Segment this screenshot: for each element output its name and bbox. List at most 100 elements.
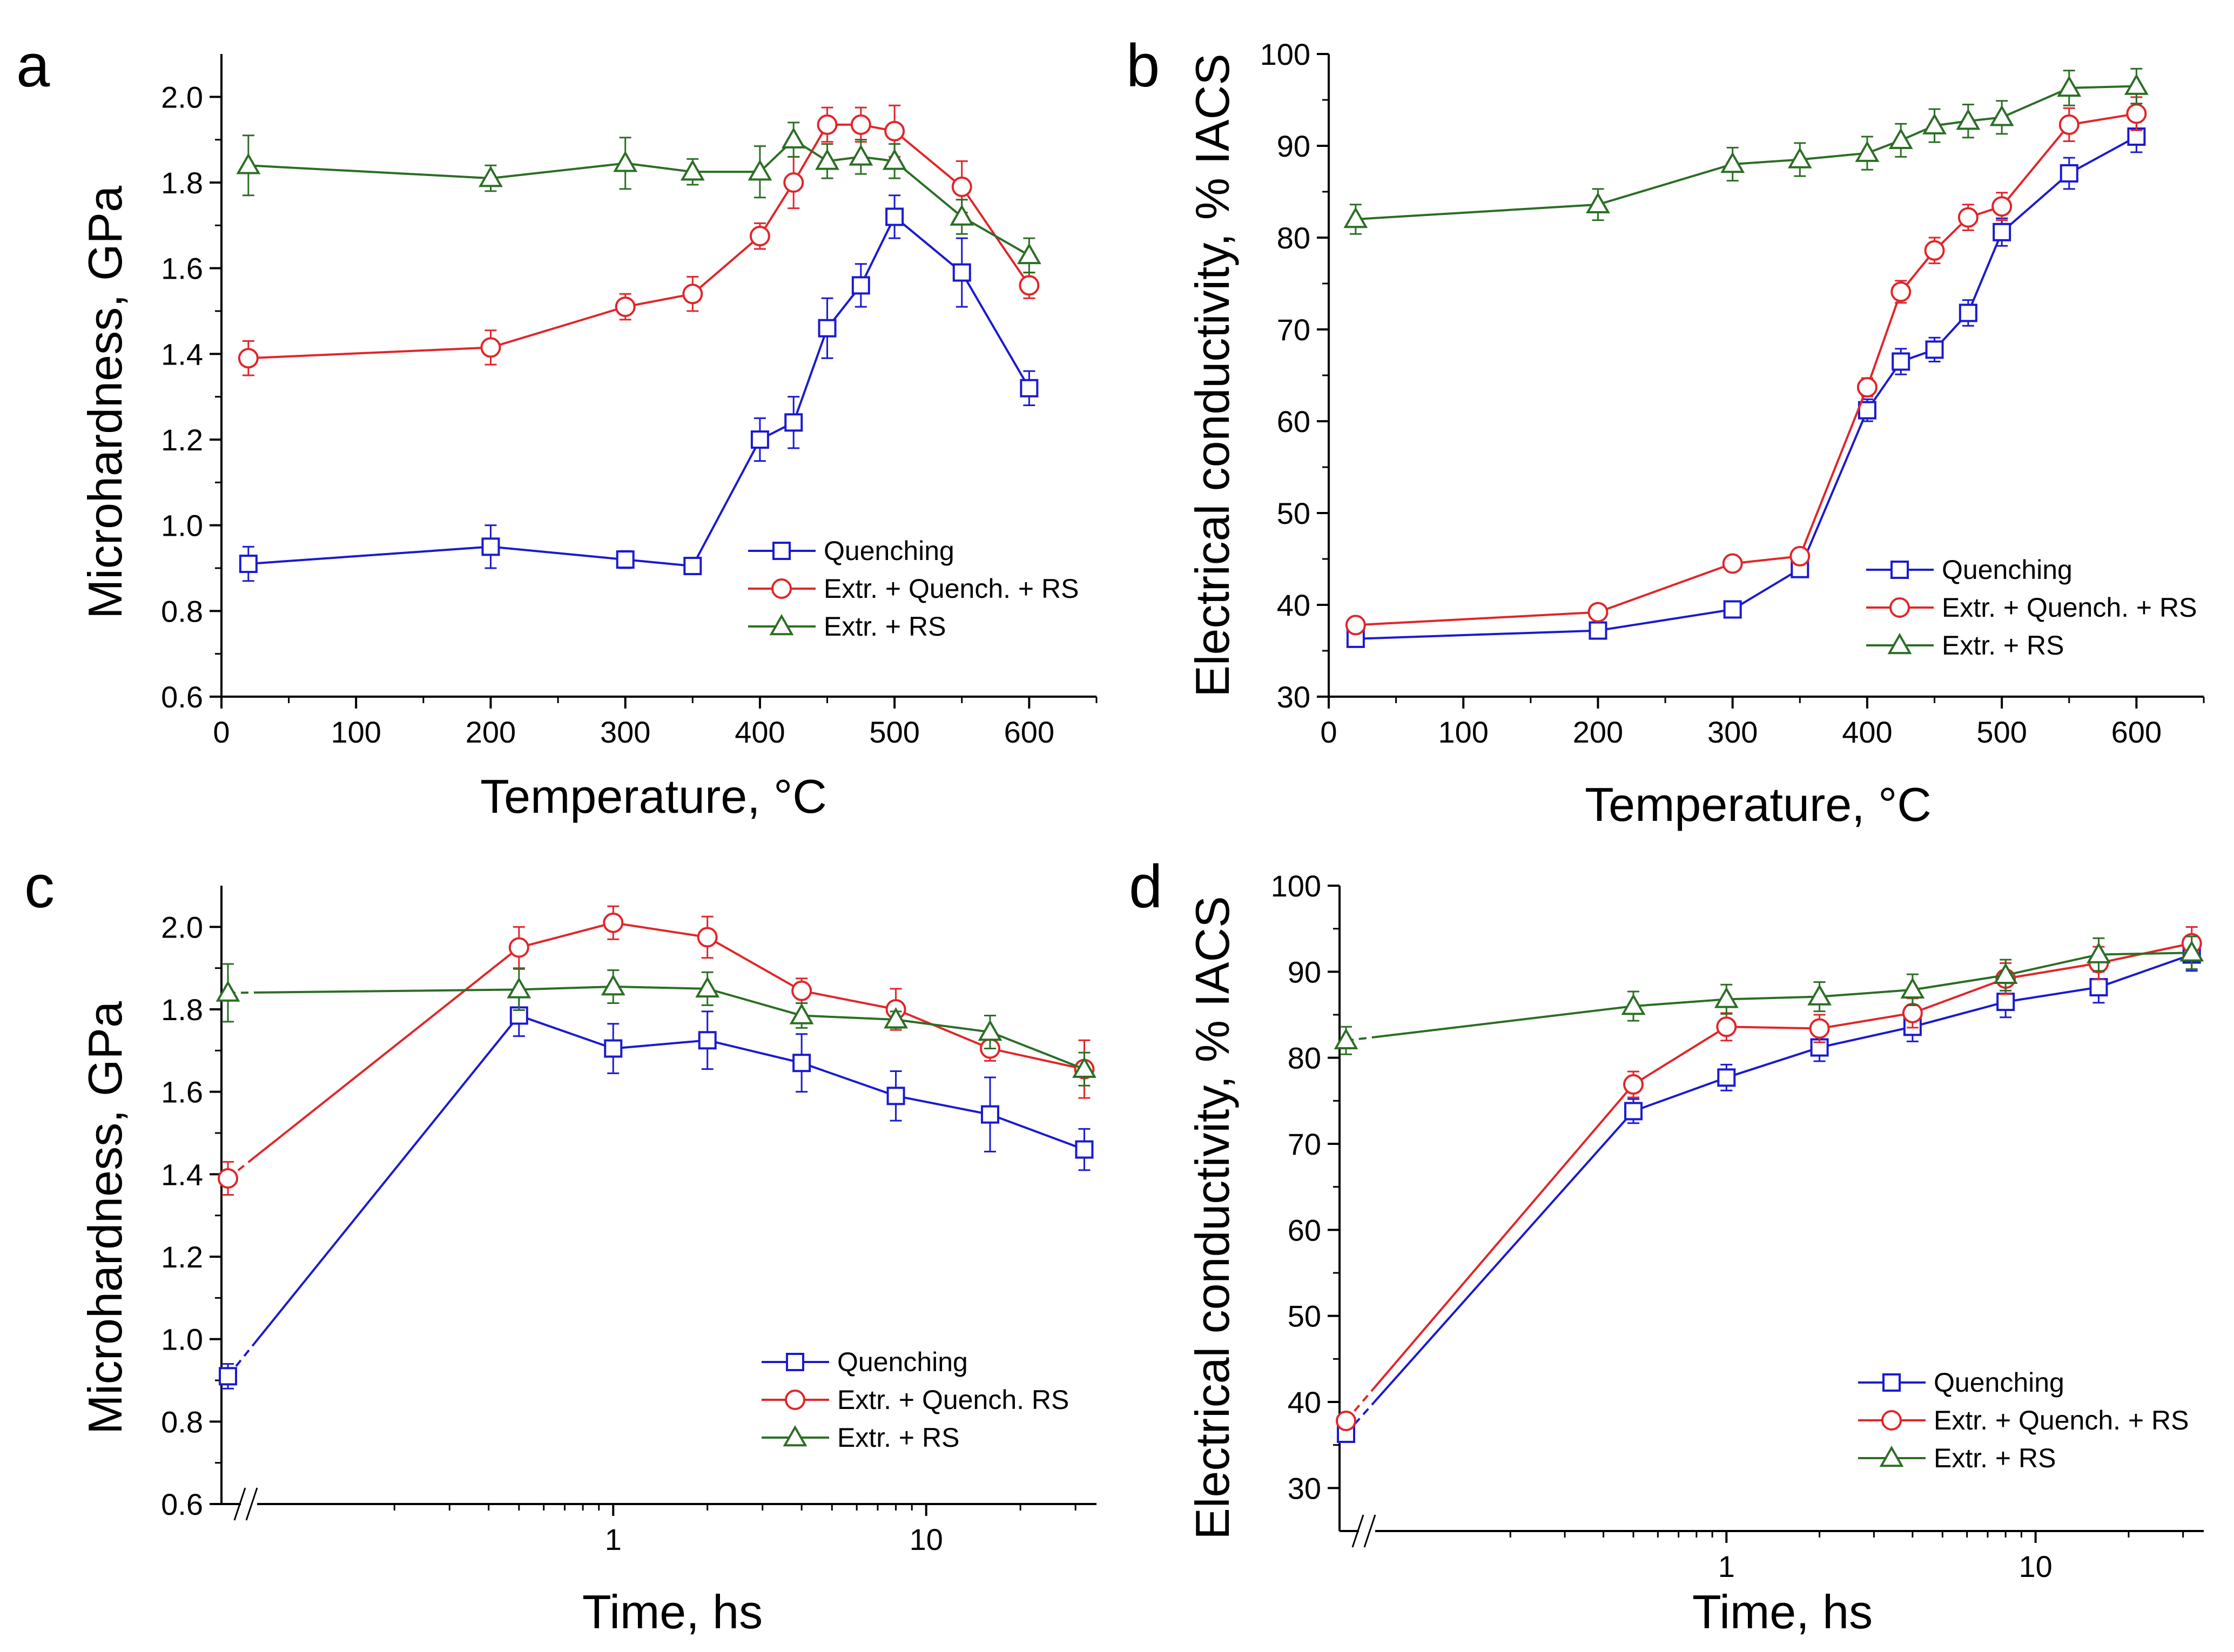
panel-b-ytick-label: 40 — [1277, 588, 1310, 622]
panel-b-extr_quench_rs-point — [1345, 615, 1366, 636]
panel-d-legend-label: Quenching — [1934, 1367, 2064, 1398]
panel-a-ylabel: Microhardness, GPa — [78, 186, 132, 619]
panel-b-series-quenching — [1346, 120, 2146, 648]
panel-b-quenching-point — [1723, 600, 1742, 619]
panel-b-quenching-point — [1589, 621, 1607, 640]
panel-c-legend-label: Extr. + RS — [837, 1422, 959, 1453]
panel-b-xtick-label: 100 — [1438, 715, 1489, 749]
panel-c-axes: 0.6 0.8 1.0 1.2 1.4 1.6 1.8 2.0 1 10 — [161, 886, 1096, 1556]
panel-c-quenching-point — [1075, 1140, 1094, 1159]
panel-b-quenching-point — [1858, 401, 1876, 420]
panel-d-legend-label: Extr. + RS — [1934, 1443, 2056, 1473]
panel-b-extr_rs-point — [1989, 105, 2014, 126]
panel-a-quenching-point — [1020, 379, 1039, 397]
panel-a-extr_quench_rs-point — [884, 120, 905, 141]
panel-a-quenching-point — [818, 319, 837, 338]
panel-d-extr_rs-link — [1371, 1005, 1634, 1039]
panel-a-axes: 0.6 0.8 1.0 1.2 1.4 1.6 1.8 2.0 0 100 200 300 400 500… — [161, 54, 1098, 749]
panel-d-ytick-label: 40 — [1288, 1385, 1321, 1419]
panel-b-ytick-label: 100 — [1260, 37, 1310, 71]
panel-a-series-quenching — [239, 194, 1039, 582]
panel-a-legend-item-quenching: Quenching — [748, 536, 954, 566]
panel-c-extr_rs-point — [507, 977, 531, 999]
panel-b-extr_quench_rs-point — [2126, 103, 2147, 124]
panel-c-axis-break-mark — [245, 1487, 258, 1521]
panel-d-extr_quench_rs-point — [1716, 1016, 1737, 1037]
panel-c-series-extr_rs — [216, 963, 1096, 1087]
panel-b-ylabel: Electrical conductivity, % IACS — [1186, 53, 1239, 697]
panel-a-quenching-point — [616, 550, 635, 569]
panel-d-xtick-label: 1 — [1718, 1549, 1735, 1583]
panel-c-legend-item-extr_quench_rs: Extr. + Quench. RS — [762, 1385, 1069, 1415]
panel-b-legend-marker — [1890, 561, 1909, 579]
panel-a-quenching-point — [851, 276, 870, 295]
panel-a-extr_rs-point — [849, 144, 873, 166]
panel-d-extr_rs-point — [1621, 994, 1646, 1015]
panel-d-extr_quench_rs-point-initial — [1336, 1411, 1356, 1432]
panel-b-quenching-point — [1959, 304, 1977, 322]
panel-c-extr_quench_rs-point — [791, 980, 812, 1001]
panel-b-xtick-label: 300 — [1707, 715, 1758, 749]
panel-c-quenching-point — [604, 1039, 623, 1058]
panel-d-legend: Quenching Extr. + Quench. + RS Extr. + RS — [1858, 1367, 2189, 1473]
panel-a-quenching-point — [239, 555, 258, 574]
panel-a-legend-label: Extr. + RS — [824, 611, 946, 642]
panel-d-legend-item-extr_quench_rs: Extr. + Quench. + RS — [1858, 1405, 2189, 1435]
panel-d-extr_rs-point — [2086, 942, 2111, 963]
panel-d-ytick-label: 100 — [1271, 869, 1321, 903]
panel-b-series-extr_quench_rs — [1345, 96, 2147, 636]
panel-a-extr_rs-point — [680, 159, 705, 181]
panel-d-extr_quench_rs-link — [1371, 1083, 1634, 1392]
panel-d-ytick-label: 50 — [1288, 1299, 1321, 1333]
panel-a-xtick-label: 600 — [1004, 715, 1054, 749]
panel-b-extr_quench_rs-point — [1957, 207, 1979, 228]
panel-d-extr_rs-point — [1807, 984, 1832, 1006]
panel-b-extr_rs-point — [2057, 75, 2082, 97]
panel-c-quenching-point-initial — [219, 1367, 237, 1386]
panel-b-xtick-label: 200 — [1573, 715, 1623, 749]
panel-c-extr_quench_rs-point — [697, 927, 718, 948]
panel-c-quenching-point — [792, 1054, 811, 1073]
panel-a-xtick-label: 500 — [869, 715, 919, 749]
panel-d-legend-item-extr_rs: Extr. + RS — [1858, 1443, 2056, 1473]
panel-b-legend-label: Extr. + Quench. + RS — [1942, 592, 2197, 623]
panel-d-extr_rs-point — [1993, 962, 2018, 984]
panel-c-ytick-label: 2.0 — [161, 910, 203, 944]
panel-b-ytick-label: 80 — [1277, 221, 1310, 255]
panel-d-legend-label: Extr. + Quench. + RS — [1934, 1405, 2189, 1435]
panel-b-ytick-label: 70 — [1277, 313, 1310, 347]
panel-a-series-extr_quench_rs — [238, 104, 1040, 376]
panel-d-extr_rs-point-initial — [1334, 1028, 1358, 1050]
panel-b-xtick-label: 600 — [2111, 715, 2162, 749]
panel-a-quenching-point — [784, 413, 803, 432]
panel-a-extr_quench_rs-point — [817, 114, 838, 135]
panel-d-xtick-label: 10 — [2018, 1549, 2052, 1583]
panel-b-legend-item-extr_rs: Extr. + RS — [1866, 630, 2064, 660]
panel-b-extr_rs-point — [1586, 192, 1610, 214]
panel-c-legend-item-extr_rs: Extr. + RS — [762, 1422, 959, 1453]
panel-a-extr_rs-point — [781, 127, 806, 149]
panel-b-ytick-label: 90 — [1277, 129, 1310, 163]
panel-d-extr_rs-point — [2179, 940, 2204, 962]
panel-d-xlabel: Time, hs — [1692, 1585, 1873, 1638]
panel-b-quenching-point — [1993, 222, 2011, 241]
panel-c-legend-label: Extr. + Quench. RS — [837, 1385, 1069, 1415]
panel-c-legend-marker — [786, 1353, 804, 1371]
panel-b-ytick-label: 30 — [1277, 680, 1310, 714]
panel-b-axes: 30 40 50 60 70 80 90 100 0 100 200 300 400 500 600 — [1260, 37, 2205, 749]
panel-c-xtick-label: 1 — [605, 1522, 622, 1556]
panel-d-legend-item-quenching: Quenching — [1858, 1367, 2064, 1398]
panel-b-ytick-label: 60 — [1277, 404, 1310, 439]
panel-b-extr_quench_rs-point — [2058, 114, 2080, 135]
panel-a-series-extr_rs — [236, 122, 1041, 274]
panel-c-legend-item-quenching: Quenching — [762, 1347, 968, 1377]
panel-a-extr_rs-point — [479, 166, 503, 187]
panel-c-extr_rs-point — [1072, 1056, 1096, 1078]
panel-b-extr_rs-point — [2124, 73, 2149, 95]
panel-d-quenching-point — [1996, 993, 2015, 1012]
panel-a-legend-label: Extr. + Quench. + RS — [824, 574, 1079, 604]
panel-a-extr_quench_rs-point — [749, 226, 770, 247]
panel-a-quenching-point — [750, 430, 769, 449]
panel-b-letter: b — [1126, 32, 1160, 99]
